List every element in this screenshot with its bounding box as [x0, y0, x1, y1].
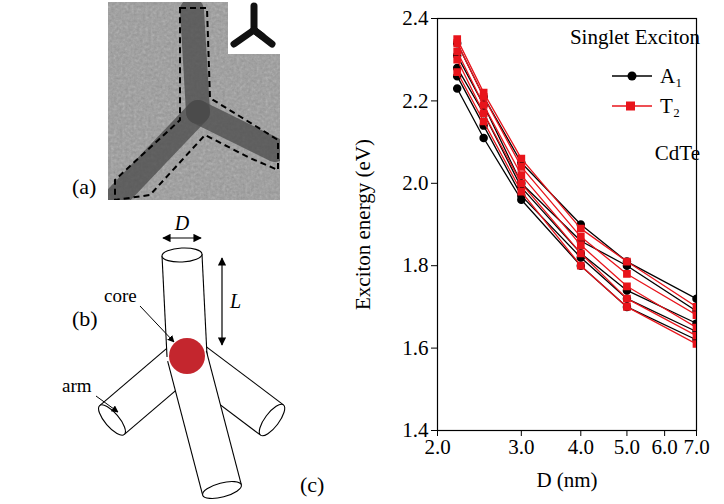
svg-text:1.4: 1.4 — [402, 418, 429, 443]
svg-text:2.0: 2.0 — [424, 435, 450, 459]
svg-text:D: D — [174, 212, 190, 234]
svg-text:T₂: T₂ — [660, 94, 680, 118]
svg-text:core: core — [104, 285, 137, 306]
svg-text:1.6: 1.6 — [402, 336, 428, 360]
svg-text:7.0: 7.0 — [683, 435, 709, 459]
svg-text:2.0: 2.0 — [402, 171, 428, 195]
svg-text:3.0: 3.0 — [508, 435, 534, 459]
svg-text:Singlet Exciton: Singlet Exciton — [570, 25, 701, 49]
svg-text:CdTe: CdTe — [655, 141, 700, 165]
svg-text:6.0: 6.0 — [652, 435, 678, 459]
svg-text:Exciton energy (eV): Exciton energy (eV) — [351, 139, 375, 310]
svg-text:D (nm): D (nm) — [536, 468, 597, 492]
svg-text:4.0: 4.0 — [568, 435, 594, 459]
svg-text:2.4: 2.4 — [402, 6, 429, 30]
svg-text:2.2: 2.2 — [402, 89, 428, 113]
svg-text:(c): (c) — [300, 472, 324, 497]
svg-text:1.8: 1.8 — [402, 253, 428, 277]
svg-text:arm: arm — [62, 375, 92, 396]
svg-text:5.0: 5.0 — [614, 435, 640, 459]
svg-text:(a): (a) — [72, 174, 96, 199]
svg-text:(b): (b) — [72, 306, 98, 331]
svg-text:A₁: A₁ — [660, 64, 683, 88]
svg-text:L: L — [229, 290, 241, 312]
